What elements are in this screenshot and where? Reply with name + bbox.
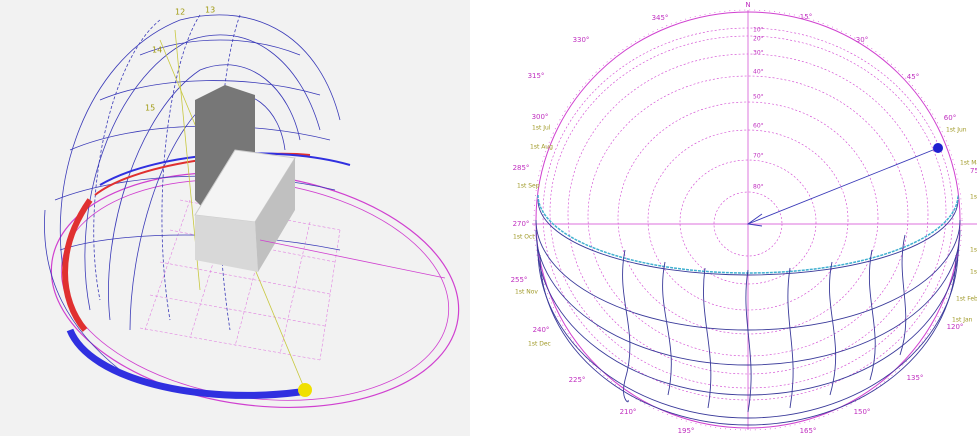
left-3d-view: 12 13 14 15 — [0, 0, 470, 436]
hour-label: 12 — [175, 8, 185, 17]
analemmas — [622, 234, 907, 413]
altitude-label: 10° — [753, 27, 764, 34]
azimuth-label: 210° — [620, 408, 637, 416]
azimuth-label: 195° — [678, 427, 695, 435]
date-label: 1st Feb — [956, 296, 977, 303]
altitude-label: 30° — [753, 50, 764, 57]
date-label: 1s — [970, 269, 977, 276]
altitude-label: 40° — [753, 69, 764, 76]
hour-label: 15 — [145, 104, 155, 113]
azimuth-line — [259, 239, 446, 279]
tick-ring — [533, 9, 963, 431]
date-label: 1st Dec — [528, 341, 551, 348]
altitude-label: 80° — [753, 184, 764, 191]
sun-vector — [747, 147, 939, 225]
date-label: 1st Ma — [960, 160, 977, 167]
azimuth-label: 240° — [533, 326, 550, 334]
building-front — [195, 215, 258, 272]
azimuth-label: 150° — [854, 408, 871, 416]
azimuth-label: 300° — [532, 113, 549, 121]
azimuth-label: 165° — [800, 427, 817, 435]
winter-path — [66, 328, 301, 399]
sun — [298, 383, 312, 397]
azimuth-label: 225° — [569, 376, 586, 384]
hour-label: 14 — [152, 46, 162, 55]
date-label: 1st Oct — [513, 234, 535, 241]
azimuth-label: 315° — [528, 72, 545, 80]
azimuth-label: 330° — [573, 36, 590, 44]
date-label: 1st Jul — [532, 125, 551, 132]
azimuth-label: 135° — [907, 374, 924, 382]
date-label: 1s — [970, 194, 977, 201]
altitude-label: 20° — [753, 36, 764, 43]
azimuth-label: 270° — [513, 220, 530, 228]
date-label: 1st Jun — [946, 127, 967, 134]
building-side — [255, 158, 295, 272]
date-label: 1s — [970, 247, 977, 254]
right-stereographic-view: N 345° 15° 330° 30° 315° 45° 300° 60° 285° 75 270°… — [511, 1, 977, 435]
azimuth-label: 60° — [944, 114, 956, 122]
azimuth-label: 120° — [947, 323, 964, 331]
north-label: N — [745, 1, 750, 9]
azimuth-label: 45° — [907, 73, 919, 81]
summer-path — [62, 198, 93, 332]
azimuth-label: 255° — [511, 276, 528, 284]
azimuth-label: 75 — [970, 167, 977, 175]
azimuth-label: 345° — [652, 14, 669, 22]
azimuth-label: 30° — [856, 36, 868, 44]
date-label: 1st Jan — [952, 317, 973, 324]
date-label: 1st Sep — [517, 183, 540, 190]
azimuth-label: 285° — [513, 164, 530, 172]
hour-label: 13 — [205, 6, 215, 15]
altitude-label: 70° — [753, 153, 764, 160]
sun-vector-arrow — [746, 213, 763, 227]
date-label: 1st Aug — [530, 144, 553, 151]
date-label: 1st Nov — [515, 289, 538, 296]
altitude-label: 50° — [753, 94, 764, 101]
sun — [933, 143, 943, 153]
altitude-label: 60° — [753, 123, 764, 130]
azimuth-label: 15° — [800, 13, 812, 21]
